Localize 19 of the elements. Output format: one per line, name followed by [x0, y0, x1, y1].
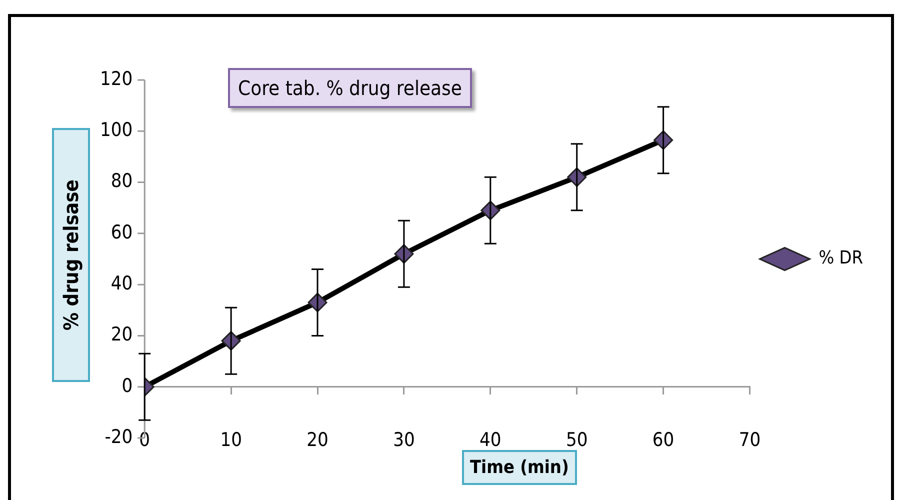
y-tick-label: -20 — [104, 426, 133, 448]
y-tick-label: 60 — [110, 221, 133, 244]
legend-label: % DR — [818, 248, 864, 269]
y-tick-label: 120 — [100, 68, 133, 90]
y-axis-title: % drug relsase — [59, 179, 83, 331]
x-tick-label: 20 — [306, 429, 328, 452]
x-tick-label: 10 — [220, 429, 242, 452]
chart-title: Core tab. % drug release — [228, 68, 472, 108]
x-tick-label: 40 — [480, 429, 502, 452]
y-tick-label: 40 — [110, 272, 133, 295]
x-axis-title: Time (min) — [462, 450, 577, 485]
x-tick-label: 30 — [393, 429, 415, 452]
x-tick-label: 70 — [738, 429, 761, 452]
y-tick-label: 0 — [122, 374, 133, 397]
y-tick-label: 100 — [100, 119, 133, 142]
x-tick-label: 50 — [566, 429, 588, 452]
y-tick-label: 20 — [110, 324, 133, 346]
x-tick-label: 60 — [652, 429, 674, 452]
y-tick-label: 80 — [110, 170, 133, 192]
